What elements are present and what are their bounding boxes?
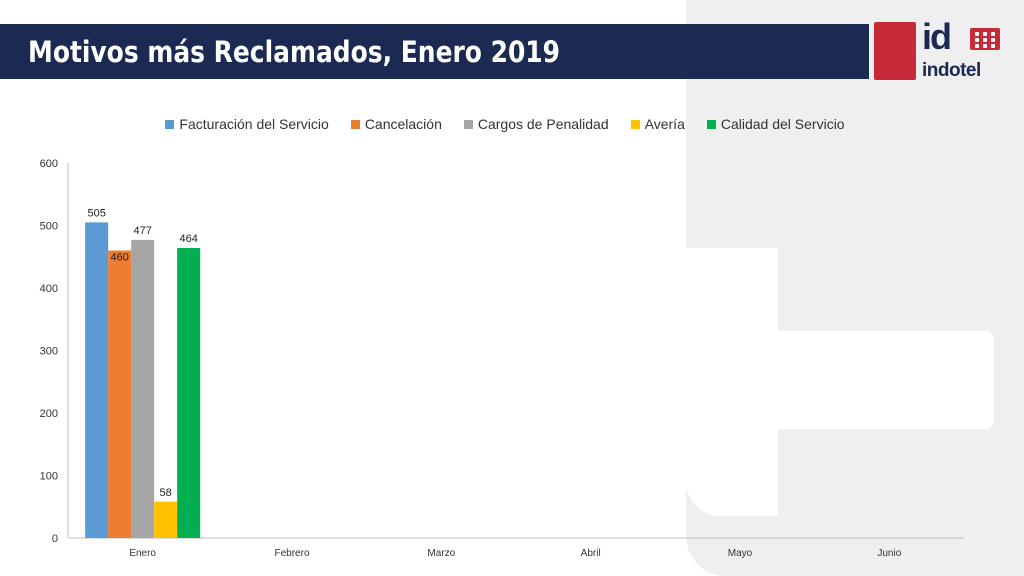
y-tick-label: 400 <box>40 283 58 295</box>
title-bar: Motivos más Reclamados, Enero 2019 <box>0 24 869 79</box>
x-tick-label: Abril <box>581 548 601 559</box>
legend-swatch <box>630 119 640 129</box>
x-tick-label: Enero <box>129 548 156 559</box>
x-tick-label: Febrero <box>274 548 309 559</box>
bar-aver-a <box>154 501 178 538</box>
x-tick-label: Mayo <box>728 548 753 559</box>
x-tick-label: Junio <box>877 548 901 559</box>
y-tick-label: 600 <box>40 158 58 170</box>
y-tick-label: 200 <box>40 408 58 420</box>
legend-item: Calidad del Servicio <box>706 116 845 132</box>
chart-legend: Facturación del Servicio Cancelación Cargo… <box>0 116 1010 132</box>
legend-item: Cancelación <box>350 116 442 132</box>
legend-label: Avería <box>644 116 685 132</box>
bar-facturaci-n-del-servicio <box>85 222 109 538</box>
background-card <box>726 331 994 429</box>
y-tick-label: 0 <box>52 533 58 545</box>
logo-red-block <box>874 22 916 80</box>
data-label: 58 <box>160 487 172 499</box>
logo-name: indotel <box>922 60 981 81</box>
y-tick-label: 100 <box>40 471 58 483</box>
bar-calidad-del-servicio <box>177 248 201 538</box>
logo-id-mark: id <box>922 16 952 57</box>
data-label: 505 <box>87 207 105 219</box>
logo-grid-icon <box>970 28 1000 50</box>
legend-label: Facturación del Servicio <box>179 116 329 132</box>
legend-swatch <box>350 119 360 129</box>
data-label: 477 <box>133 225 151 237</box>
bar-cancelaci-n <box>108 250 132 538</box>
y-tick-label: 500 <box>40 221 58 233</box>
legend-label: Cargos de Penalidad <box>477 116 609 132</box>
legend-label: Cancelación <box>364 116 442 132</box>
legend-swatch <box>706 119 716 129</box>
data-label: 464 <box>179 233 197 245</box>
bar-cargos-de-penalidad <box>131 239 155 538</box>
legend-swatch <box>463 119 473 129</box>
indotel-logo: id indotel <box>874 16 1014 82</box>
page-title: Motivos más Reclamados, Enero 2019 <box>28 34 561 69</box>
y-tick-label: 300 <box>40 346 58 358</box>
legend-item: Facturación del Servicio <box>165 116 329 132</box>
legend-swatch <box>165 119 175 129</box>
legend-item: Avería <box>630 116 685 132</box>
data-label: 460 <box>110 252 128 264</box>
x-tick-label: Marzo <box>427 548 455 559</box>
legend-label: Calidad del Servicio <box>720 116 845 132</box>
legend-item: Cargos de Penalidad <box>463 116 609 132</box>
